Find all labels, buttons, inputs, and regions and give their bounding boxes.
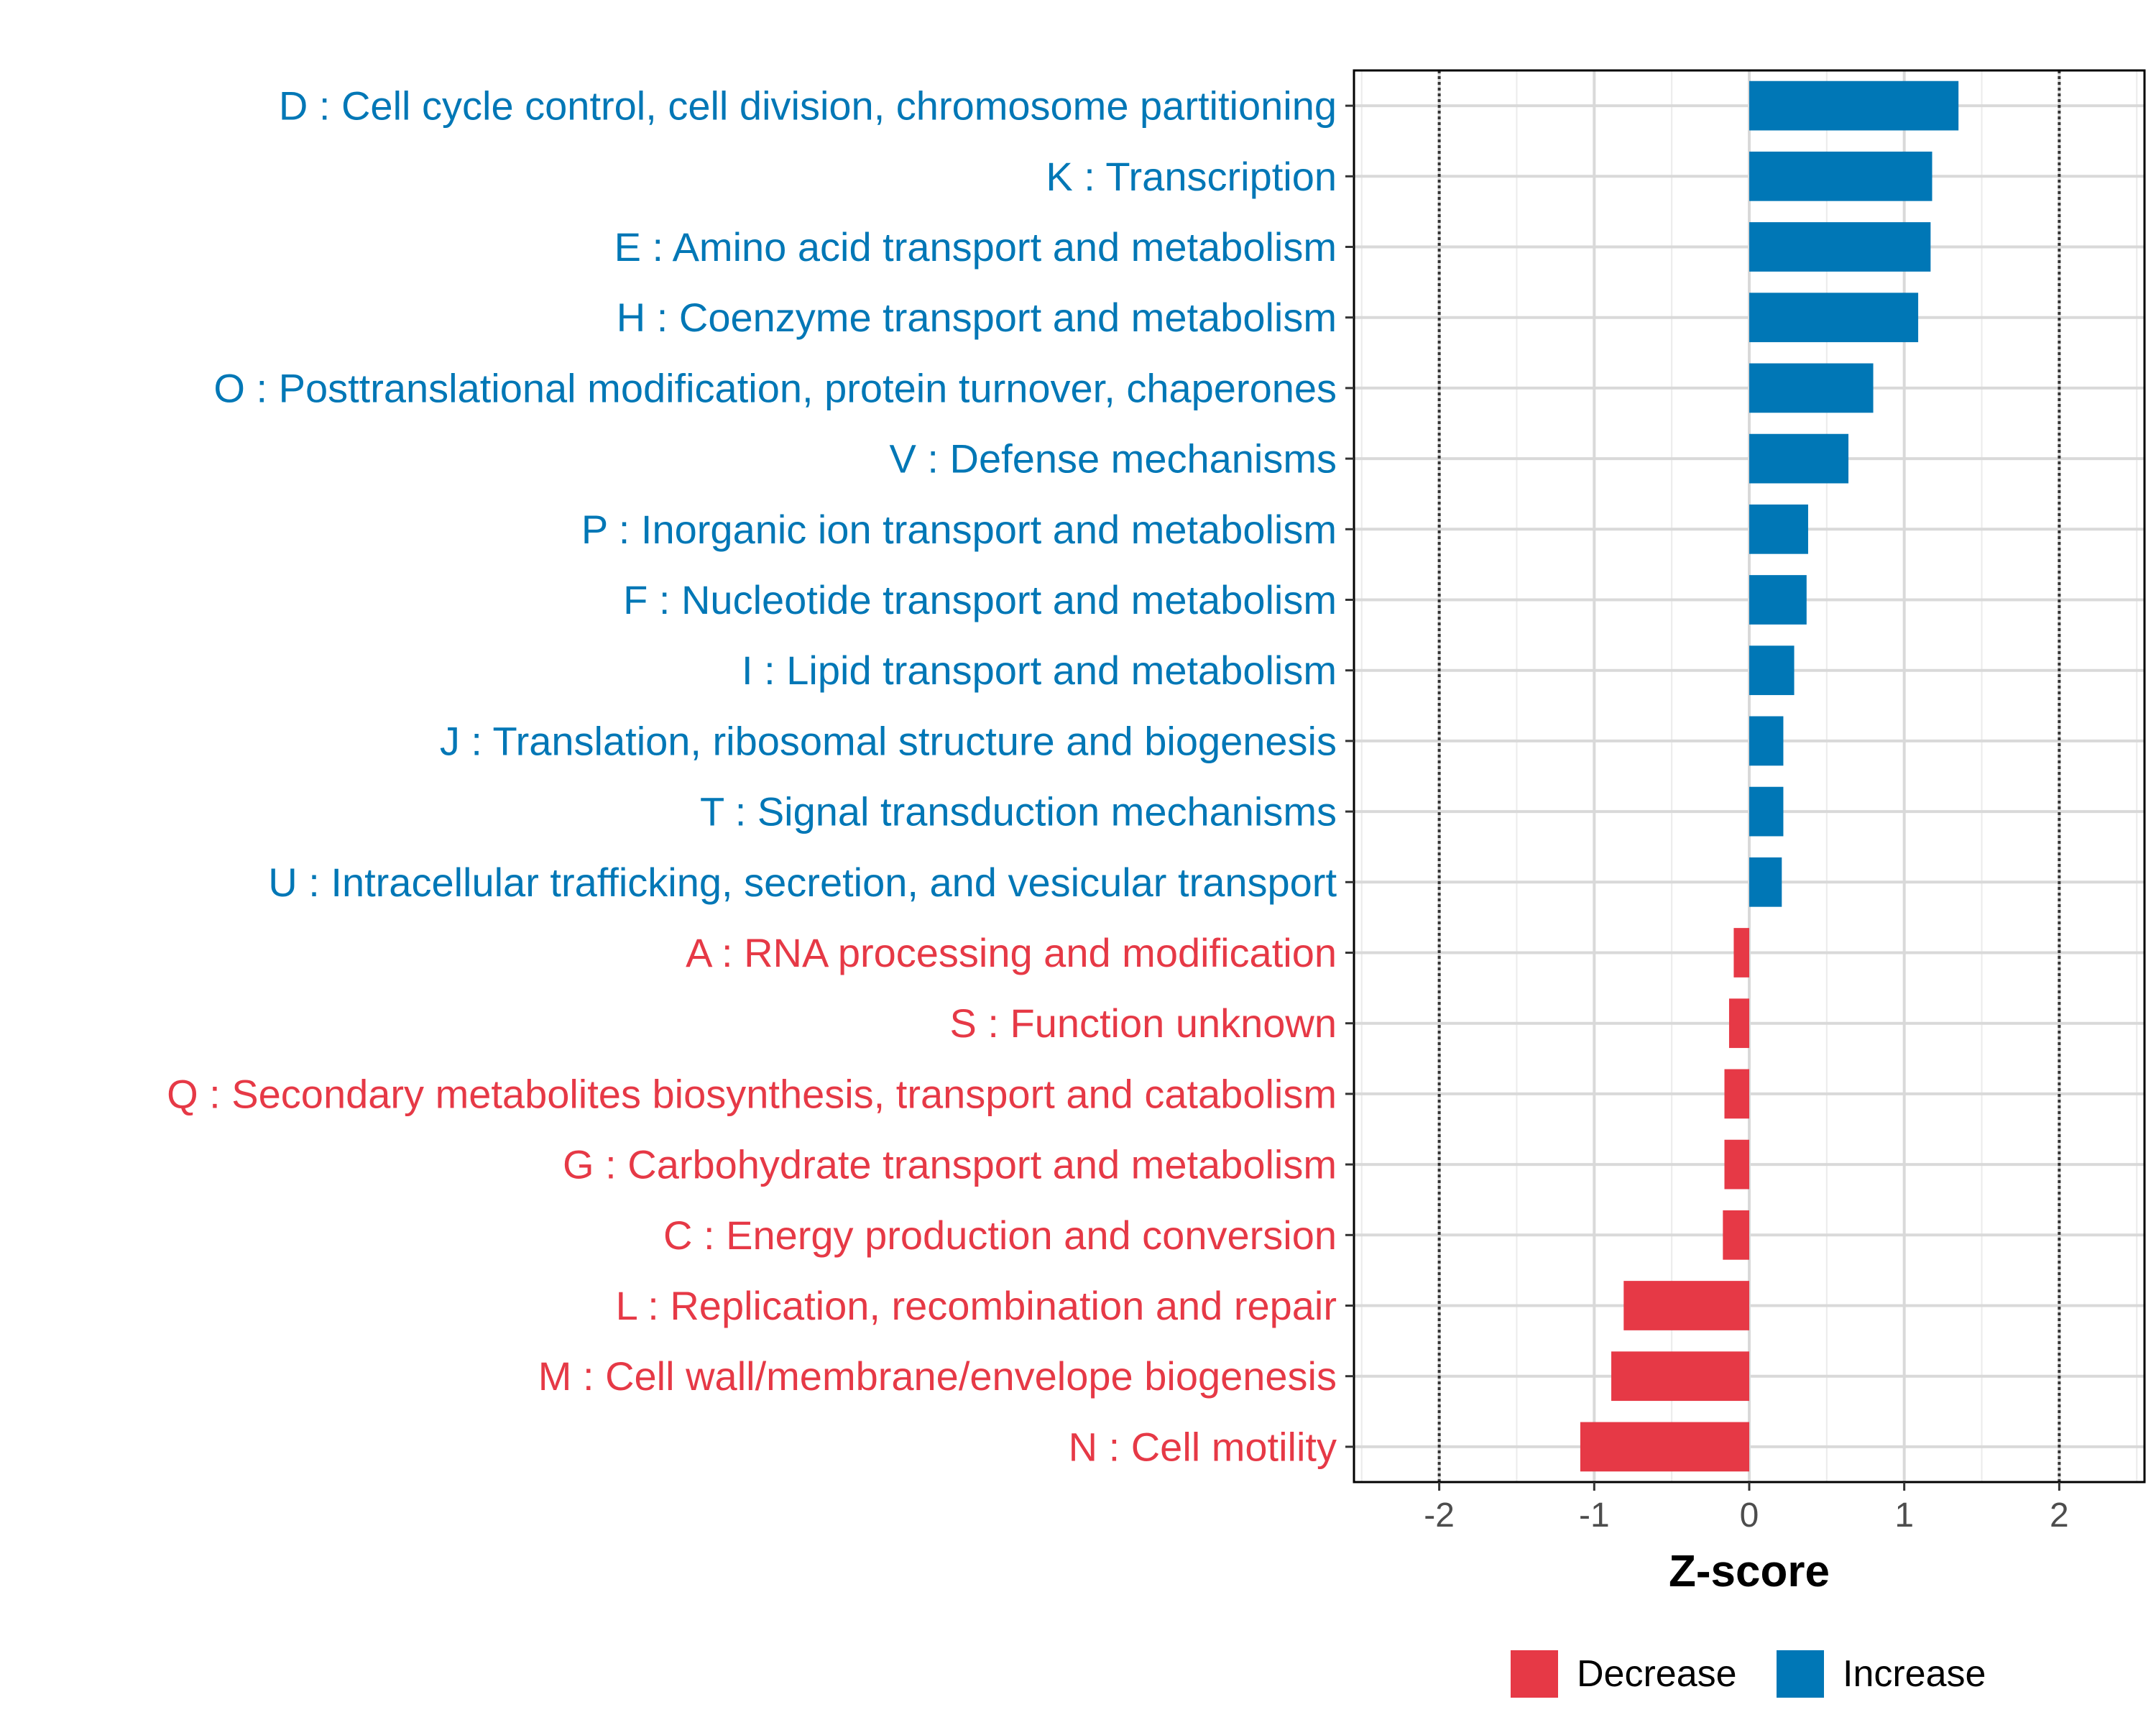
bar [1580, 1422, 1749, 1472]
category-label: J : Translation, ribosomal structure and… [440, 718, 1337, 763]
x-tick-label: -2 [1424, 1496, 1455, 1535]
bar [1749, 151, 1932, 201]
legend-key [1777, 1650, 1824, 1698]
category-label: P : Inorganic ion transport and metaboli… [581, 507, 1337, 552]
x-tick-label: 2 [2050, 1496, 2069, 1535]
bar [1749, 433, 1849, 484]
bar [1749, 575, 1807, 625]
x-tick-label: 1 [1894, 1496, 1914, 1535]
x-tick-label: 0 [1740, 1496, 1759, 1535]
bars [1580, 80, 1959, 1472]
bar [1749, 293, 1919, 343]
category-label: T : Signal transduction mechanisms [700, 789, 1337, 834]
category-label: G : Carbohydrate transport and metabolis… [563, 1142, 1337, 1187]
category-label: L : Replication, recombination and repai… [616, 1283, 1337, 1328]
category-label: H : Coenzyme transport and metabolism [617, 295, 1337, 340]
legend: Decrease Increase [1511, 1650, 1986, 1698]
bar [1611, 1351, 1749, 1402]
category-label: O : Posttranslational modification, prot… [213, 365, 1337, 410]
x-axis-ticks: -2 -1 0 1 2 [1424, 1482, 2069, 1535]
category-label: U : Intracellular trafficking, secretion… [268, 860, 1337, 905]
bar [1723, 1210, 1749, 1260]
x-axis-title: Z-score [1669, 1547, 1830, 1596]
category-label: K : Transcription [1046, 154, 1337, 199]
bar [1623, 1281, 1749, 1330]
category-label: N : Cell motility [1069, 1424, 1337, 1469]
bar [1749, 716, 1784, 766]
category-label: M : Cell wall/membrane/envelope biogenes… [538, 1353, 1337, 1399]
grid-lines [1354, 70, 2145, 1482]
bar [1749, 363, 1874, 413]
bar [1749, 222, 1931, 272]
category-label: C : Energy production and conversion [663, 1213, 1337, 1258]
category-labels: D : Cell cycle control, cell division, c… [167, 83, 1337, 1470]
category-label: A : RNA processing and modification [686, 930, 1337, 975]
category-label: E : Amino acid transport and metabolism [614, 224, 1337, 270]
category-label: Q : Secondary metabolites biosynthesis, … [167, 1071, 1337, 1116]
category-label: D : Cell cycle control, cell division, c… [279, 83, 1337, 129]
x-tick-label: -1 [1579, 1496, 1610, 1535]
bar [1749, 504, 1808, 554]
legend-key [1511, 1650, 1558, 1698]
bar [1724, 1069, 1749, 1119]
category-label: F : Nucleotide transport and metabolism [623, 577, 1337, 622]
y-axis-ticks [1345, 104, 1354, 1448]
bar [1724, 1139, 1749, 1190]
category-label: I : Lipid transport and metabolism [742, 648, 1337, 693]
category-label: S : Function unknown [949, 1000, 1337, 1046]
bar [1749, 857, 1782, 907]
bar [1728, 998, 1749, 1049]
bar [1749, 786, 1784, 837]
bar [1749, 645, 1795, 696]
legend-label: Decrease [1577, 1653, 1737, 1695]
bar [1749, 80, 1959, 131]
bar [1733, 928, 1749, 978]
legend-label: Increase [1843, 1653, 1986, 1695]
category-label: V : Defense mechanisms [890, 436, 1337, 482]
